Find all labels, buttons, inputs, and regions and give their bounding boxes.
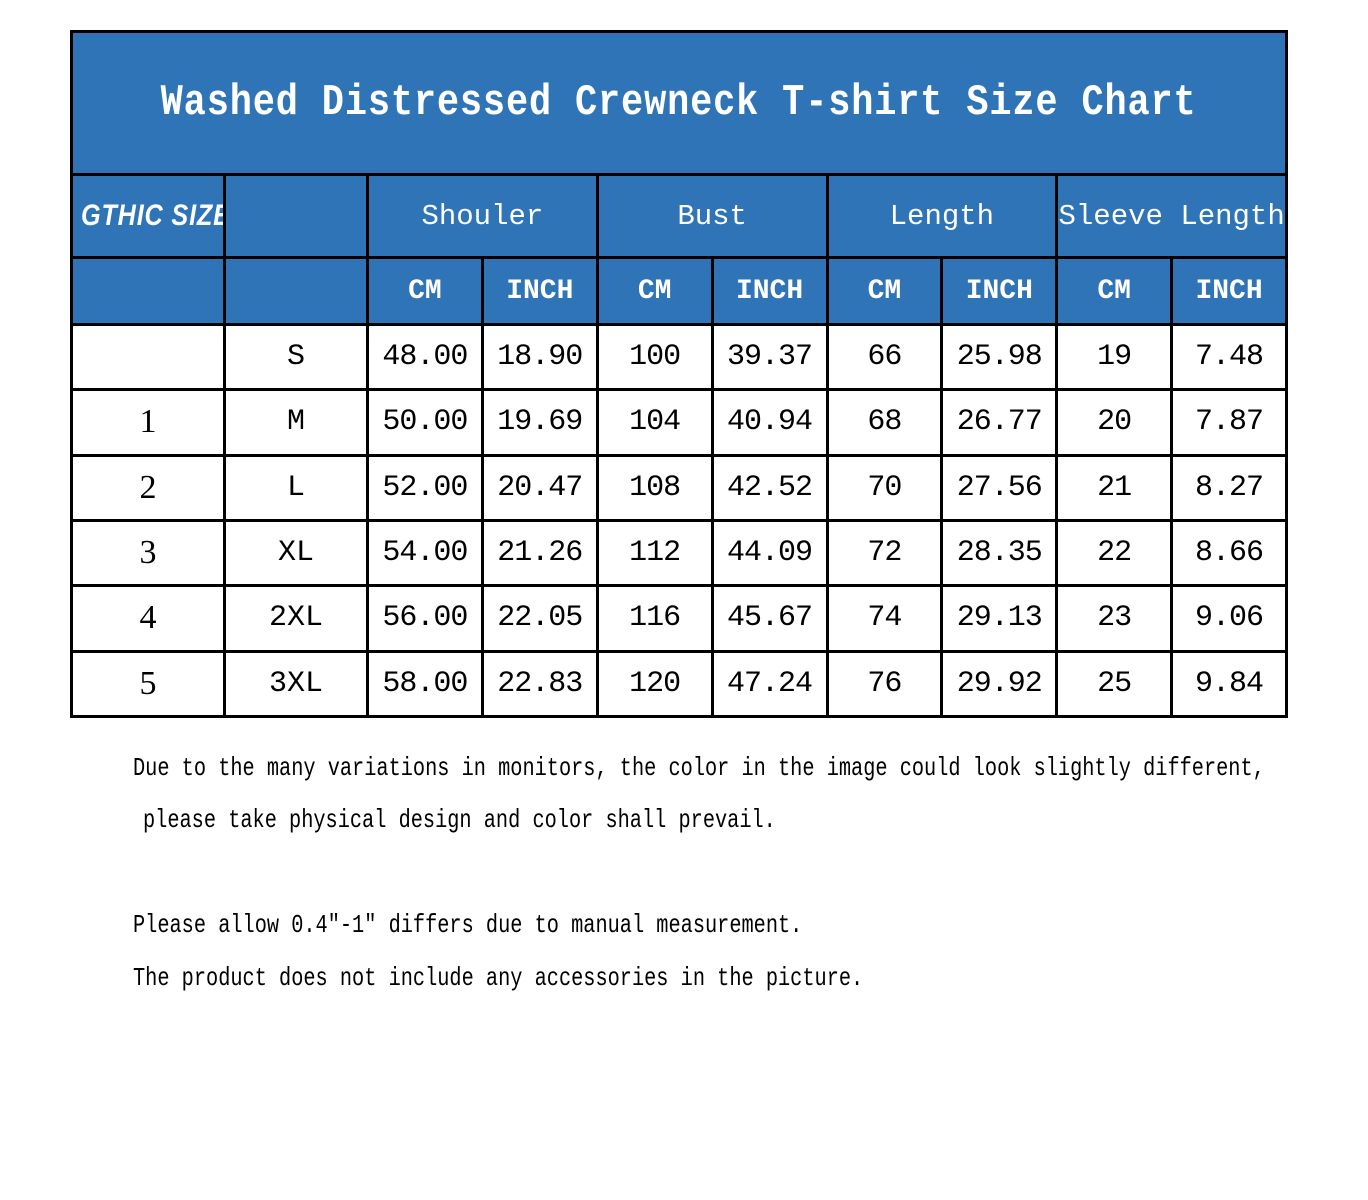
note-line-measurement: Please allow 0.4"-1" differs due to manu… [133,910,803,940]
length-cm-cell: 68 [828,391,941,454]
brand-size-label: GTHIC SIZE [81,199,223,232]
length-cm-cell: 70 [828,456,941,519]
unit-header-shoulder-inch: INCH [483,259,596,323]
note-line-accessories: The product does not include any accesso… [133,963,864,993]
sleeve-cm-cell: 25 [1058,652,1171,715]
bust-inch-cell: 39.37 [713,326,826,389]
sleeve-inch-cell: 9.84 [1173,652,1285,715]
bust-cm-cell: 104 [598,391,711,454]
shoulder-cm-cell: 52.00 [369,456,481,519]
sleeve-cm-cell: 23 [1058,587,1171,650]
group-header-length: Length [828,176,1056,256]
length-cm-cell: 76 [828,652,941,715]
shoulder-inch-cell: 22.83 [483,652,596,715]
note-line-monitor-color-1: Due to the many variations in monitors, … [133,753,1265,783]
length-inch-cell: 26.77 [943,391,1056,454]
size-cell: S [226,326,366,389]
bust-cm-cell: 116 [598,587,711,650]
bust-inch-cell: 47.24 [713,652,826,715]
shoulder-inch-cell: 19.69 [483,391,596,454]
group-header-sleeve-length: Sleeve Length [1058,176,1285,256]
shoulder-inch-cell: 22.05 [483,587,596,650]
row-index-cell: 5 [73,652,223,715]
length-cm-cell: 72 [828,521,941,585]
sleeve-cm-cell: 19 [1058,326,1171,389]
note-line-monitor-color-2: please take physical design and color sh… [143,805,776,835]
bust-cm-cell: 108 [598,456,711,519]
unit-header-length-cm: CM [828,259,941,323]
shoulder-cm-cell: 50.00 [369,391,481,454]
shoulder-cm-cell: 54.00 [369,521,481,585]
row-index-cell: 1 [73,391,223,454]
sleeve-inch-cell: 8.66 [1173,521,1285,585]
table-title: Washed Distressed Crewneck T-shirt Size … [161,78,1197,128]
bust-cm-cell: 120 [598,652,711,715]
group-header-bust: Bust [598,176,826,256]
unit-header-sleeve-cm: CM [1058,259,1171,323]
size-cell: 2XL [226,587,366,650]
length-inch-cell: 29.92 [943,652,1056,715]
bust-inch-cell: 40.94 [713,391,826,454]
row-index-cell [73,326,223,389]
row-index-cell: 4 [73,587,223,650]
size-chart-table: Washed Distressed Crewneck T-shirt Size … [70,30,1288,718]
length-inch-cell: 25.98 [943,326,1056,389]
shoulder-inch-cell: 21.26 [483,521,596,585]
row-index-cell: 3 [73,521,223,585]
bust-inch-cell: 44.09 [713,521,826,585]
table-title-cell: Washed Distressed Crewneck T-shirt Size … [73,33,1285,173]
sleeve-inch-cell: 8.27 [1173,456,1285,519]
unit-header-bust-inch: INCH [713,259,826,323]
bust-cm-cell: 112 [598,521,711,585]
bust-cm-cell: 100 [598,326,711,389]
shoulder-inch-cell: 20.47 [483,456,596,519]
sleeve-inch-cell: 7.48 [1173,326,1285,389]
size-cell: 3XL [226,652,366,715]
bust-inch-cell: 42.52 [713,456,826,519]
row-index-cell: 2 [73,456,223,519]
length-inch-cell: 28.35 [943,521,1056,585]
sleeve-cm-cell: 21 [1058,456,1171,519]
size-cell: M [226,391,366,454]
shoulder-cm-cell: 58.00 [369,652,481,715]
group-header-shouler: Shouler [369,176,596,256]
sleeve-cm-cell: 22 [1058,521,1171,585]
sleeve-cm-cell: 20 [1058,391,1171,454]
unit-header-length-inch: INCH [943,259,1056,323]
empty-cell [226,176,366,256]
shoulder-cm-cell: 48.00 [369,326,481,389]
shoulder-inch-cell: 18.90 [483,326,596,389]
bust-inch-cell: 45.67 [713,587,826,650]
brand-size-label-cell: GTHIC SIZE [73,176,223,256]
empty-cell [73,259,223,323]
sleeve-inch-cell: 7.87 [1173,391,1285,454]
length-inch-cell: 27.56 [943,456,1056,519]
unit-header-shoulder-cm: CM [369,259,481,323]
size-cell: L [226,456,366,519]
unit-header-bust-cm: CM [598,259,711,323]
shoulder-cm-cell: 56.00 [369,587,481,650]
length-cm-cell: 66 [828,326,941,389]
empty-cell [226,259,366,323]
sleeve-inch-cell: 9.06 [1173,587,1285,650]
size-cell: XL [226,521,366,585]
length-inch-cell: 29.13 [943,587,1056,650]
unit-header-sleeve-inch: INCH [1173,259,1285,323]
length-cm-cell: 74 [828,587,941,650]
